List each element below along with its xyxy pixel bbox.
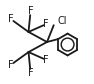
Text: F: F: [28, 68, 33, 78]
Text: F: F: [43, 19, 49, 29]
Text: Cl: Cl: [57, 16, 67, 26]
Text: F: F: [8, 14, 13, 24]
Text: F: F: [8, 60, 13, 70]
Text: F: F: [28, 6, 33, 16]
Text: F: F: [43, 55, 49, 65]
